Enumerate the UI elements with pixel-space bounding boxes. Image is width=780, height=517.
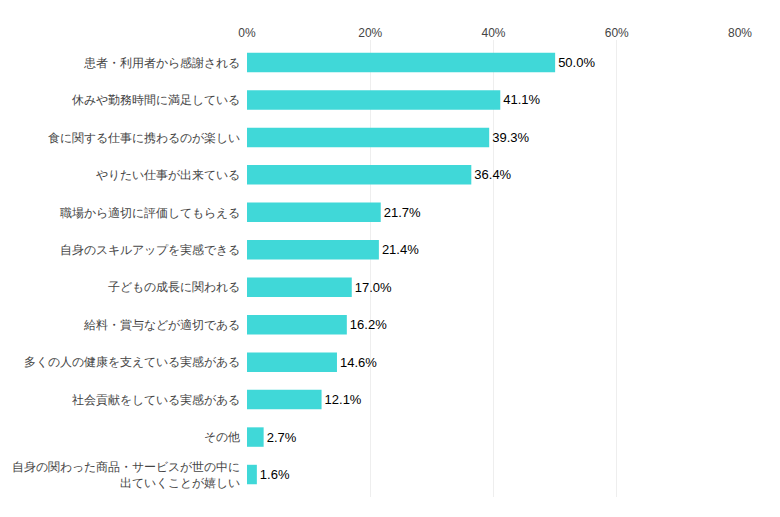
svg-text:14.6%: 14.6% [340, 355, 377, 370]
svg-text:その他: その他 [204, 430, 240, 444]
svg-text:休みや勤務時間に満足している: 休みや勤務時間に満足している [72, 93, 240, 107]
svg-text:41.1%: 41.1% [503, 92, 540, 107]
svg-text:自身のスキルアップを実感できる: 自身のスキルアップを実感できる [60, 243, 240, 257]
svg-text:やりたい仕事が出来ている: やりたい仕事が出来ている [96, 168, 240, 182]
svg-text:21.7%: 21.7% [384, 205, 421, 220]
svg-text:21.4%: 21.4% [382, 242, 419, 257]
svg-text:40%: 40% [481, 26, 505, 40]
svg-text:50.0%: 50.0% [558, 55, 595, 70]
svg-text:子どもの成長に関われる: 子どもの成長に関われる [108, 280, 240, 294]
svg-text:1.6%: 1.6% [260, 467, 290, 482]
svg-text:80%: 80% [728, 26, 752, 40]
svg-text:39.3%: 39.3% [492, 130, 529, 145]
svg-text:自身の関わった商品・サービスが世の中に出ていくことが嬉しい: 自身の関わった商品・サービスが世の中に出ていくことが嬉しい [12, 460, 240, 490]
svg-text:0%: 0% [238, 26, 256, 40]
svg-text:多くの人の健康を支えている実感がある: 多くの人の健康を支えている実感がある [24, 355, 240, 369]
svg-text:2.7%: 2.7% [267, 430, 297, 445]
svg-text:職場から適切に評価してもらえる: 職場から適切に評価してもらえる [60, 206, 240, 220]
svg-text:社会貢献をしている実感がある: 社会貢献をしている実感がある [72, 393, 240, 407]
svg-text:36.4%: 36.4% [474, 167, 511, 182]
svg-text:16.2%: 16.2% [350, 317, 387, 332]
svg-text:12.1%: 12.1% [325, 392, 362, 407]
svg-text:17.0%: 17.0% [355, 280, 392, 295]
svg-text:食に関する仕事に携わるのが楽しい: 食に関する仕事に携わるのが楽しい [48, 131, 240, 145]
svg-text:60%: 60% [605, 26, 629, 40]
svg-text:患者・利用者から感謝される: 患者・利用者から感謝される [83, 56, 240, 70]
svg-text:給料・賞与などが適切である: 給料・賞与などが適切である [83, 318, 240, 332]
svg-text:20%: 20% [358, 26, 382, 40]
